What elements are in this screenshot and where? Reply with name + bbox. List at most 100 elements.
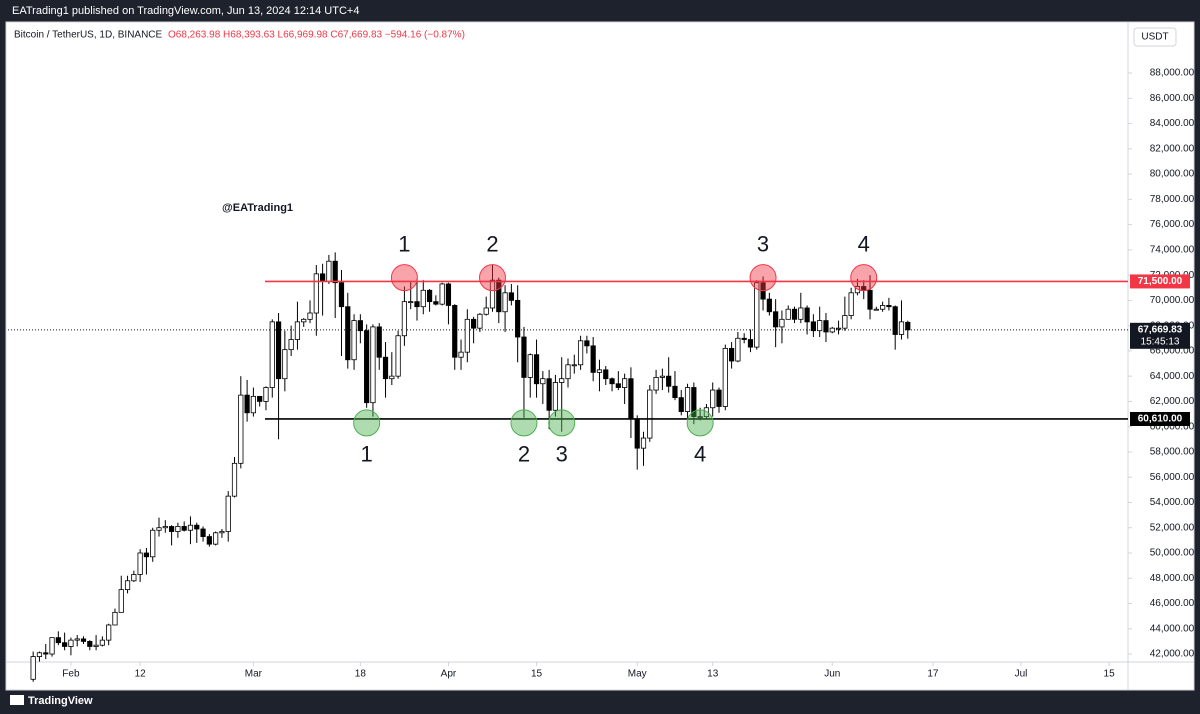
candle-body — [533, 354, 540, 385]
candle-body — [552, 382, 559, 411]
candle-body — [471, 318, 477, 329]
candle-body — [93, 644, 99, 647]
x-tick-label: Apr — [441, 669, 457, 680]
y-tick-label: 54,000.00 — [1150, 497, 1195, 508]
published: EATrading1 published on TradingView.com,… — [12, 5, 359, 17]
candle-body — [445, 283, 452, 306]
candle-body — [747, 339, 754, 348]
candle-body — [326, 260, 332, 282]
candle-body — [628, 378, 634, 420]
candle-body — [68, 639, 74, 647]
y-tick-label: 70,000.00 — [1150, 295, 1195, 306]
candle-body — [257, 395, 263, 402]
annotation-label: 1 — [398, 231, 410, 256]
y-tick-label: 74,000.00 — [1150, 244, 1195, 255]
candle-body — [577, 340, 584, 366]
currency[interactable]: USDT — [1141, 32, 1168, 43]
candle-body — [269, 321, 275, 388]
candle-body — [200, 528, 206, 537]
candle-body — [603, 369, 609, 380]
last-price-label: 67,669.83 — [1138, 324, 1183, 335]
y-tick-label: 52,000.00 — [1150, 522, 1195, 533]
candle-body — [779, 318, 785, 328]
annotation-circle — [478, 264, 506, 292]
candle-body — [408, 301, 414, 304]
candle-body — [420, 289, 426, 308]
candle-body — [250, 395, 256, 414]
x-tick-label: Mar — [245, 669, 263, 680]
annotation-label: 3 — [556, 442, 568, 467]
x-tick-label: Jul — [1015, 669, 1028, 680]
candle-body — [710, 389, 716, 409]
candle-body — [905, 321, 911, 331]
y-tick-label: 50,000.00 — [1150, 548, 1195, 559]
currency-box[interactable] — [1133, 27, 1177, 47]
candle-body — [150, 529, 156, 558]
candle-body — [596, 369, 603, 373]
candle-body — [735, 337, 741, 362]
y-tick-label: 44,000.00 — [1150, 623, 1195, 634]
candle-body — [565, 364, 571, 380]
candle-body — [137, 552, 143, 575]
chart-panel — [5, 21, 1195, 691]
candle-body — [106, 624, 112, 641]
candle-body — [426, 289, 433, 303]
annotation-circle — [390, 264, 418, 292]
y-tick-label: 56,000.00 — [1150, 472, 1195, 483]
candle-body — [496, 279, 502, 313]
candle-body — [697, 416, 703, 418]
x-tick-label: Jun — [824, 669, 840, 680]
candle-body — [376, 326, 382, 358]
brand: TradingView — [28, 695, 93, 707]
candle-body — [741, 337, 747, 340]
level-label: 71,500.00 — [1138, 276, 1183, 287]
x-tick-label: 15 — [1104, 669, 1116, 680]
countdown: 15:45:13 — [1141, 336, 1180, 347]
candle-body — [791, 308, 798, 320]
candle-body — [754, 282, 760, 348]
candle-body — [168, 526, 175, 532]
candle-body — [703, 407, 710, 417]
candle-body — [62, 642, 68, 647]
x-tick-label: 18 — [355, 669, 367, 680]
candle-body — [112, 611, 118, 626]
symbol: Bitcoin / TetherUS, 1D, BINANCE — [14, 30, 163, 41]
candle-body — [370, 326, 376, 404]
candle-body — [238, 394, 244, 464]
candle-body — [351, 320, 357, 361]
candle-body — [634, 418, 640, 449]
candle-body — [55, 637, 61, 644]
candle-body — [43, 652, 49, 655]
y-tick-label: 76,000.00 — [1150, 219, 1195, 230]
candle-body — [275, 321, 282, 380]
candle-body — [414, 301, 420, 308]
annotation-circle — [548, 409, 576, 437]
candle-body — [880, 305, 886, 310]
candle-body — [640, 437, 647, 449]
y-tick-label: 42,000.00 — [1150, 649, 1195, 660]
candle-body — [320, 273, 326, 282]
candle-body — [131, 574, 137, 582]
candle-body — [728, 347, 735, 362]
y-tick-label: 48,000.00 — [1150, 573, 1195, 584]
annotation-label: 1 — [361, 442, 373, 467]
candle-body — [823, 320, 829, 333]
x-tick-label: Feb — [62, 669, 80, 680]
candle-body — [87, 641, 93, 647]
candle-body — [521, 336, 527, 378]
candle-body — [722, 347, 728, 407]
candle-body — [263, 387, 269, 402]
candle-body — [194, 524, 200, 530]
candle-body — [659, 375, 665, 378]
candle-body — [773, 311, 779, 328]
candle-body — [206, 536, 212, 545]
candle-body — [622, 378, 628, 388]
candle-body — [187, 524, 194, 531]
candle-body — [508, 292, 514, 301]
candle-body — [804, 307, 810, 323]
candle-body — [175, 526, 181, 532]
annotation-circle — [686, 409, 714, 437]
candle-body — [282, 349, 288, 380]
y-tick-label: 78,000.00 — [1150, 194, 1195, 205]
candle-body — [345, 306, 351, 361]
